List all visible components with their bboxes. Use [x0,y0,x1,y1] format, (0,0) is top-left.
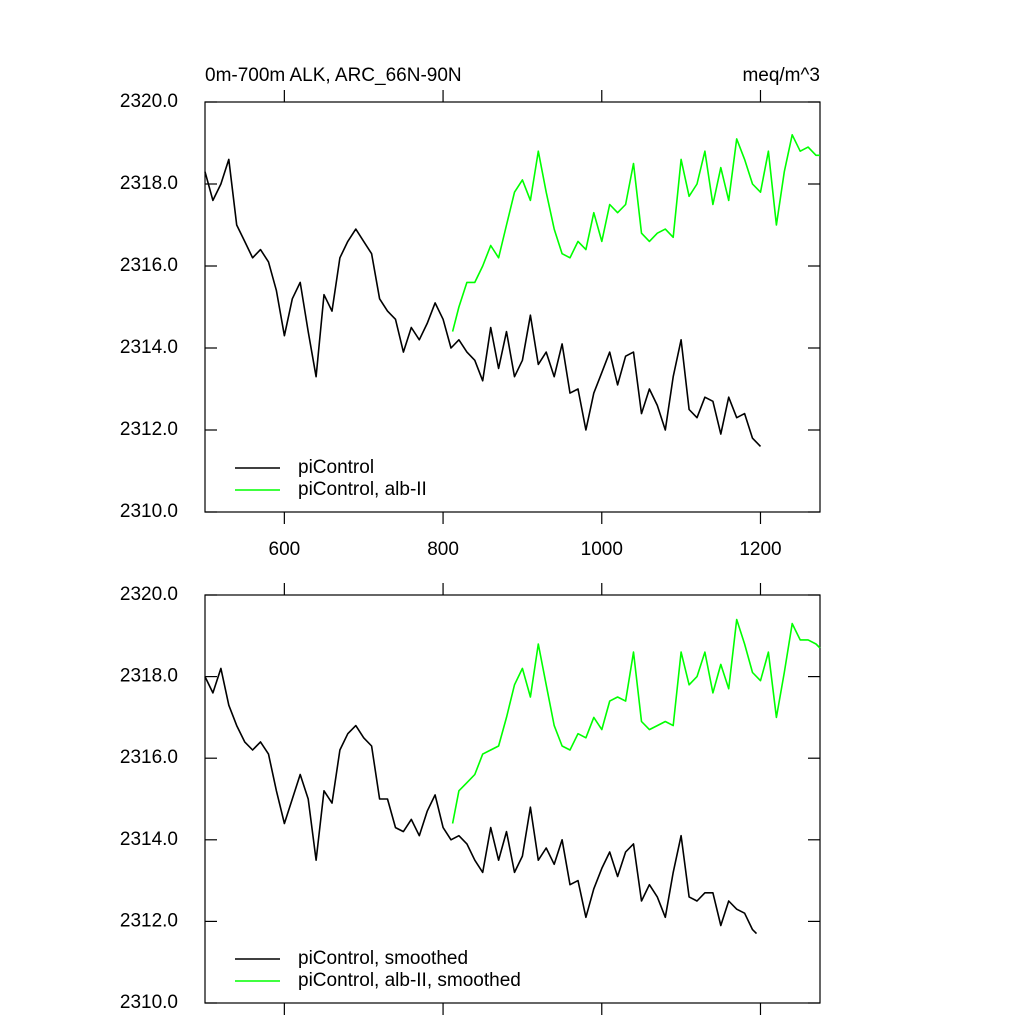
y-tick-label: 2316.0 [120,747,178,768]
data-line [204,158,762,447]
y-tick-label: 2320.0 [120,91,178,112]
y-tick-label: 2318.0 [120,173,178,194]
x-tick-label: 1000 [581,539,623,560]
data-line [451,618,821,824]
y-tick-label: 2312.0 [120,910,178,931]
legend-label: piControl, alb-II, smoothed [298,970,521,991]
y-tick-label: 2310.0 [120,501,178,522]
chart-title: 0m-700m ALK, ARC_66N-90N [205,65,462,86]
y-tick-label: 2310.0 [120,992,178,1013]
legend-label: piControl [298,457,374,478]
legend-label: piControl, alb-II [298,479,427,500]
plot-frame [204,101,821,513]
units-label: meq/m^3 [742,65,820,86]
y-tick-label: 2318.0 [120,666,178,687]
y-tick-label: 2320.0 [120,584,178,605]
data-line [204,667,758,935]
x-tick-label: 800 [427,539,459,560]
y-tick-label: 2314.0 [120,829,178,850]
plot-frame [204,594,821,1004]
y-tick-label: 2312.0 [120,419,178,440]
data-line [451,134,820,332]
x-tick-label: 600 [269,539,301,560]
x-tick-label: 1200 [739,539,781,560]
legend-label: piControl, smoothed [298,948,468,969]
y-tick-label: 2316.0 [120,255,178,276]
y-tick-label: 2314.0 [120,337,178,358]
